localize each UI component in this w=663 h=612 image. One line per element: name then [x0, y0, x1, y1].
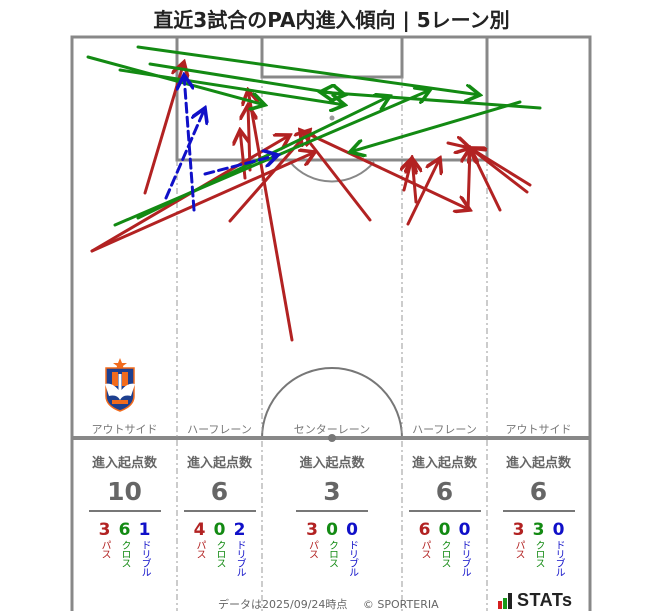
pitch-boundary: [70, 35, 592, 611]
dribble-count: 0 ドリブル: [346, 520, 358, 576]
lane-label-right-outside: アウトサイド: [505, 423, 572, 436]
penalty-spot: [329, 115, 335, 121]
divider: [408, 510, 481, 512]
stats-header: 進入起点数: [186, 456, 252, 471]
divider: [88, 510, 161, 512]
type-breakdown: 6 パス 0 クロス 0 ドリブル: [402, 520, 487, 576]
divider: [183, 510, 256, 512]
dribble-count: 0 ドリブル: [458, 520, 471, 576]
cross-count: 0 クロス: [326, 520, 338, 567]
dribble-arrows: [164, 75, 278, 212]
pass-count: 3 パス: [306, 520, 318, 558]
type-breakdown: 4 パス 0 クロス 2 ドリブル: [177, 520, 262, 576]
dribble-count: 0 ドリブル: [552, 520, 565, 576]
lane-stats-right-outside: 進入起点数 6 3 パス 3 クロス 0 ドリブル: [487, 452, 590, 576]
pass-count: 3 パス: [98, 520, 111, 558]
penalty-arc: [289, 161, 375, 183]
lane-label-left-halfspace: ハーフレーン: [187, 423, 252, 436]
entry-total: 6: [210, 477, 229, 506]
team-crest-icon: [105, 358, 135, 412]
stats-header: 進入起点数: [505, 456, 571, 471]
lane-label-left-outside: アウトサイド: [91, 423, 158, 436]
dribble-arrow: [184, 75, 196, 212]
data-date: データは2025/09/24時点: [218, 598, 348, 611]
cross-count: 6 クロス: [118, 520, 131, 567]
penalty-area: [175, 37, 489, 162]
stats-header: 進入起点数: [411, 456, 477, 471]
pass-arrow: [300, 130, 372, 222]
stats-logo-icon: [498, 592, 512, 609]
entry-total: 3: [323, 477, 341, 506]
type-breakdown: 3 パス 3 クロス 0 ドリブル: [487, 520, 590, 576]
lane-label-center: センターレーン: [293, 423, 371, 436]
footer-note: データは2025/09/24時点 © SPORTERIA: [218, 596, 439, 612]
pass-arrow: [412, 158, 416, 204]
pass-arrow: [404, 158, 412, 192]
pass-arrow: [470, 148, 532, 187]
dribble-arrow: [164, 108, 205, 200]
center-spot: [328, 434, 336, 442]
pass-arrow: [228, 130, 310, 223]
dribble-arrow: [203, 155, 278, 176]
pass-arrow: [298, 128, 470, 210]
cross-arrow: [320, 92, 542, 110]
lane-stats-left-outside: 進入起点数 10 3 パス 6 クロス 1 ドリブル: [72, 452, 177, 576]
copyright: © SPORTERIA: [362, 598, 439, 611]
entry-total: 6: [435, 477, 454, 506]
pass-arrow: [248, 90, 294, 342]
dribble-count: 2 ドリブル: [233, 520, 246, 576]
pass-arrow: [248, 105, 250, 172]
lane-stats-center: 進入起点数 3 3 パス 0 クロス 0 ドリブル: [262, 452, 402, 576]
lane-stats-right-halfspace: 進入起点数 6 6 パス 0 クロス 0 ドリブル: [402, 452, 487, 576]
stats-header: 進入起点数: [91, 456, 157, 471]
cross-arrow: [148, 62, 345, 95]
cross-arrow: [118, 68, 345, 105]
type-breakdown: 3 パス 0 クロス 0 ドリブル: [262, 520, 402, 576]
page-title: 直近3試合のPA内進入傾向 | 5レーン別: [153, 8, 510, 32]
stats-header: 進入起点数: [299, 456, 365, 471]
lane-label-right-halfspace: ハーフレーン: [412, 423, 477, 436]
pass-count: 4 パス: [193, 520, 206, 558]
pass-arrow: [406, 158, 440, 226]
goal-area: [260, 37, 404, 79]
brand-text: STATs: [517, 590, 573, 610]
pass-count: 6 パス: [418, 520, 431, 558]
dribble-count: 1 ドリブル: [138, 520, 151, 576]
pass-arrow: [90, 152, 315, 253]
pass-arrow: [468, 148, 470, 212]
pass-count: 3 パス: [512, 520, 525, 558]
cross-count: 0 クロス: [438, 520, 451, 567]
divider: [296, 510, 368, 512]
divider: [502, 510, 575, 512]
cross-arrow: [350, 100, 522, 152]
lane-stats-left-halfspace: 進入起点数 6 4 パス 0 クロス 2 ドリブル: [177, 452, 262, 576]
entry-total: 10: [107, 477, 142, 506]
cross-count: 0 クロス: [213, 520, 226, 567]
entry-total: 6: [529, 477, 548, 506]
stats-logo: STATs: [498, 590, 573, 611]
type-breakdown: 3 パス 6 クロス 1 ドリブル: [72, 520, 177, 576]
center-circle: [261, 367, 403, 439]
pass-arrow: [446, 143, 470, 148]
cross-count: 3 クロス: [532, 520, 545, 567]
